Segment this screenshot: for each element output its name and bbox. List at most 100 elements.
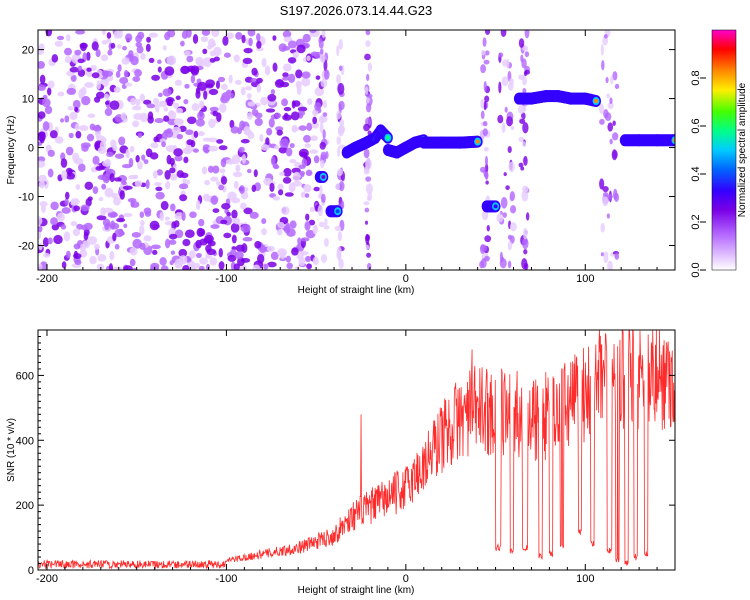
noise-blob — [254, 112, 263, 119]
noise-blob — [134, 69, 142, 77]
noise-blob — [113, 266, 123, 270]
noise-blob — [244, 76, 254, 83]
spectrogram-xtick-label: -100 — [215, 273, 237, 285]
noise-blob — [113, 30, 121, 39]
noise-blob — [180, 40, 185, 47]
noise-blob — [60, 158, 68, 168]
noise-blob — [231, 234, 237, 244]
noise-blob — [86, 133, 95, 142]
noise-blob — [292, 100, 301, 107]
noise-blob — [145, 179, 150, 190]
noise-blob — [269, 182, 275, 192]
noise-blob — [132, 76, 141, 83]
noise-blob — [135, 155, 140, 163]
noise-blob — [193, 130, 199, 138]
noise-blob — [97, 254, 107, 262]
noise-blob — [109, 172, 115, 183]
noise-blob — [102, 160, 112, 167]
noise-blob — [170, 203, 176, 212]
band-blob — [365, 176, 372, 182]
snr-plot: -200 -100 0 100 0 200 400 600 Height of straigh… — [6, 329, 676, 596]
band-blob — [483, 59, 490, 65]
noise-blob — [143, 99, 152, 105]
noise-blob — [116, 44, 122, 49]
noise-blob — [310, 135, 318, 142]
band-blob — [484, 30, 491, 35]
noise-blob — [276, 229, 283, 236]
band-blob — [612, 120, 616, 126]
noise-blob — [184, 229, 195, 239]
noise-blob — [145, 43, 151, 52]
noise-blob — [38, 61, 45, 69]
noise-blob — [165, 128, 174, 138]
band-blob — [484, 255, 490, 262]
band-blob — [480, 98, 485, 109]
noise-blob — [160, 200, 169, 211]
noise-blob — [74, 123, 80, 132]
noise-blob — [183, 50, 191, 57]
band-blob — [482, 121, 488, 127]
noise-blob — [157, 59, 162, 65]
noise-blob — [38, 49, 45, 55]
noise-blob — [309, 30, 317, 34]
noise-blob — [38, 111, 46, 119]
noise-blob — [227, 254, 237, 262]
noise-blob — [183, 156, 189, 164]
band-blob — [507, 146, 512, 154]
noise-blob — [181, 211, 186, 222]
noise-blob — [54, 40, 63, 47]
noise-blob — [205, 263, 210, 270]
noise-blob — [95, 165, 103, 171]
band-blob — [336, 45, 340, 57]
noise-blob — [201, 30, 211, 36]
noise-blob — [120, 112, 127, 121]
noise-blob — [150, 244, 161, 250]
noise-blob — [215, 80, 221, 90]
band-blob — [602, 195, 609, 207]
noise-blob — [285, 147, 293, 157]
noise-blob — [42, 121, 50, 131]
band-blob — [486, 224, 490, 232]
band-blob — [321, 193, 326, 204]
band-blob — [320, 159, 325, 169]
band-blob — [505, 185, 510, 191]
noise-blob — [54, 136, 64, 144]
noise-blob — [195, 87, 201, 94]
noise-blob — [131, 105, 142, 111]
noise-blob — [101, 30, 107, 36]
noise-blob — [96, 215, 107, 221]
noise-blob — [175, 107, 184, 114]
band-blob — [510, 125, 515, 131]
noise-blob — [75, 30, 86, 35]
noise-blob — [151, 74, 161, 81]
noise-blob — [70, 74, 77, 82]
noise-blob — [132, 120, 140, 128]
noise-blob — [184, 83, 190, 89]
noise-blob — [121, 57, 130, 65]
noise-blob — [39, 134, 45, 144]
noise-blob — [162, 88, 172, 97]
band-blob — [496, 213, 504, 223]
noise-blob — [104, 93, 110, 100]
noise-blob — [233, 180, 239, 189]
noise-blob — [47, 237, 53, 245]
noise-blob — [174, 118, 184, 126]
noise-blob — [178, 248, 188, 258]
colorbar-tick-label: 0.0 — [690, 262, 702, 277]
noise-blob — [226, 211, 232, 217]
noise-blob — [186, 116, 197, 125]
noise-blob — [135, 98, 141, 107]
noise-blob — [279, 250, 286, 260]
noise-blob — [237, 127, 242, 135]
noise-blob — [166, 30, 176, 38]
noise-blob — [122, 185, 133, 190]
noise-blob — [247, 101, 256, 107]
noise-blob — [241, 34, 246, 44]
noise-blob — [102, 173, 110, 184]
noise-blob — [308, 219, 316, 226]
noise-blob — [228, 74, 233, 84]
noise-blob — [209, 106, 219, 112]
band-blob — [480, 50, 486, 56]
noise-blob — [100, 54, 109, 62]
noise-blob — [190, 65, 200, 75]
